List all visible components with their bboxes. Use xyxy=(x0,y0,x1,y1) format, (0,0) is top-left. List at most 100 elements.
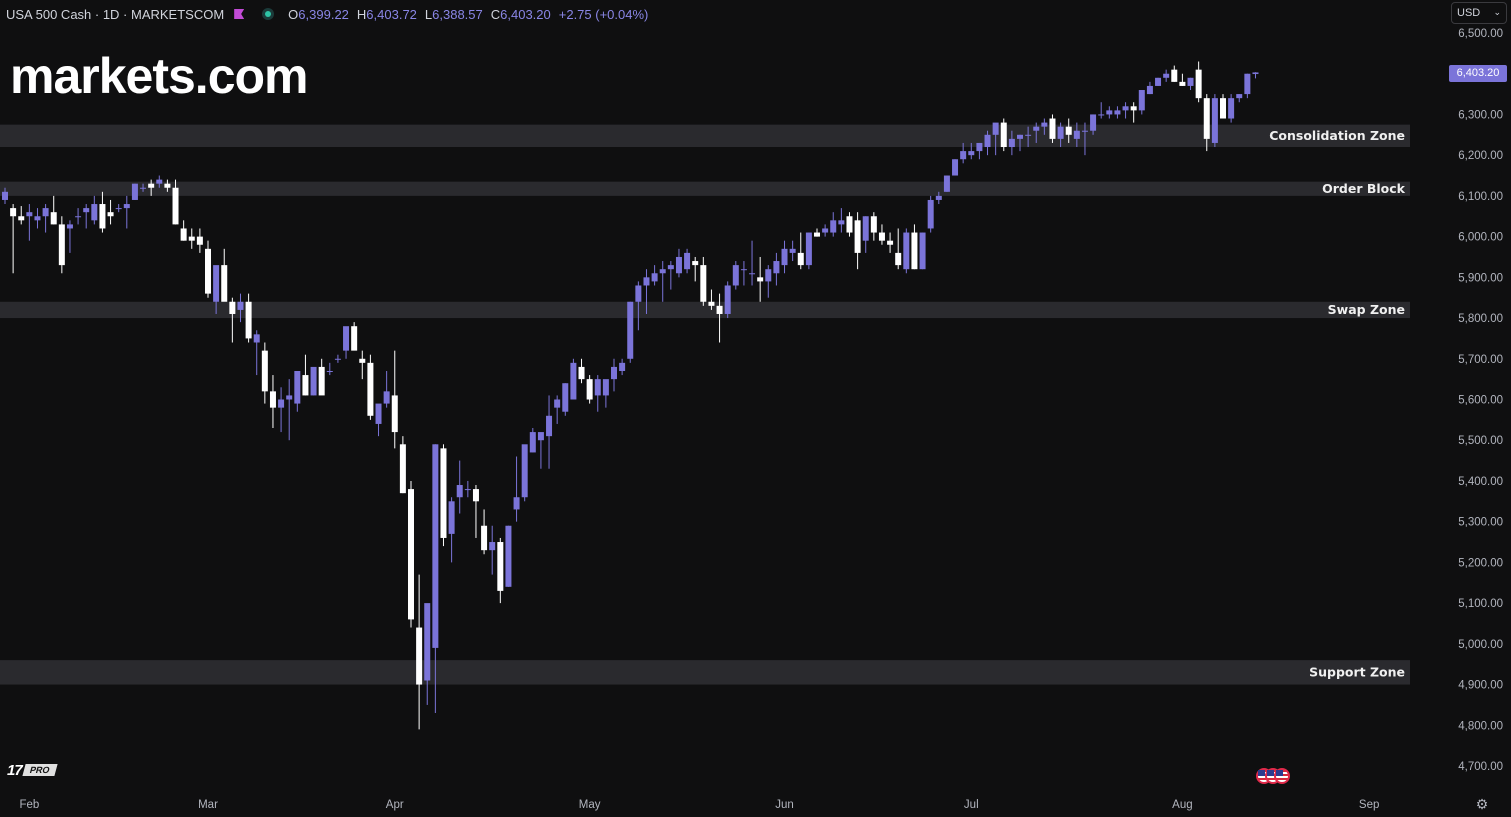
candle-body xyxy=(529,432,536,453)
candle-body xyxy=(789,248,796,253)
candle-body xyxy=(115,208,122,210)
candle-body xyxy=(814,232,820,237)
candle-body xyxy=(1171,69,1178,82)
candle-body xyxy=(472,489,479,502)
price-tick-label: 6,500.00 xyxy=(1458,28,1503,40)
economic-events[interactable] xyxy=(1256,768,1290,784)
candle-body xyxy=(667,265,674,270)
candle-body xyxy=(854,220,861,253)
candle-body xyxy=(846,216,853,233)
candle-body xyxy=(351,326,358,351)
candle-body xyxy=(1228,98,1235,119)
candle-body xyxy=(903,232,910,270)
candle-body xyxy=(1138,90,1145,111)
candle-body xyxy=(42,208,49,217)
time-tick-label: Aug xyxy=(1172,799,1192,811)
candle-body xyxy=(302,375,309,396)
candle-body xyxy=(34,216,41,221)
candle-body xyxy=(578,366,585,380)
time-axis[interactable]: Feb Mar Apr May Jun Jul Aug Sep xyxy=(19,799,1379,811)
candle-body xyxy=(1252,72,1259,75)
candle-body xyxy=(1195,69,1202,99)
currency-selector[interactable]: USD ⌄ xyxy=(1451,2,1507,24)
flag-icon[interactable] xyxy=(234,9,245,19)
price-tick-label: 4,700.00 xyxy=(1458,761,1503,773)
candle-body xyxy=(156,179,163,184)
candle-body xyxy=(205,248,211,294)
candle-body xyxy=(513,497,520,510)
candle-body xyxy=(343,326,350,351)
tradingview-logo[interactable]: 17 PRO xyxy=(7,761,57,779)
candle-body xyxy=(408,489,414,620)
candle-body xyxy=(781,248,788,266)
price-axis[interactable]: 4,700.00 4,800.00 4,900.00 5,000.00 5,100.00… xyxy=(1458,28,1503,773)
zone-band xyxy=(0,181,1410,196)
candle-body xyxy=(797,252,804,266)
candle-body xyxy=(359,358,366,363)
candle-body xyxy=(131,183,138,200)
tradingview-mark-icon: 17 xyxy=(7,761,23,779)
price-tick-label: 6,100.00 xyxy=(1458,191,1503,203)
candle-body xyxy=(732,265,739,286)
candle-body xyxy=(83,208,90,213)
time-tick-label: Jul xyxy=(964,799,979,811)
zones-layer: Consolidation Zone Order Block Swap Zone Su… xyxy=(0,124,1410,685)
candle-body xyxy=(992,122,999,135)
candle-body xyxy=(489,542,496,551)
candle-body xyxy=(611,366,617,380)
zone-label: Swap Zone xyxy=(1328,302,1405,317)
candle-body xyxy=(278,399,285,408)
candle-body xyxy=(1244,73,1251,95)
candle-body xyxy=(367,362,374,416)
candle-body xyxy=(448,501,455,534)
candle-body xyxy=(927,199,934,229)
candle-body xyxy=(952,159,959,176)
candle-body xyxy=(773,261,780,274)
candle-body xyxy=(245,301,252,339)
price-tick-label: 5,000.00 xyxy=(1458,639,1503,651)
us-flag-icon[interactable] xyxy=(1274,768,1290,784)
candle-body xyxy=(237,301,244,310)
time-tick-label: Apr xyxy=(386,799,404,811)
price-tick-label: 5,100.00 xyxy=(1458,598,1503,610)
candle-body xyxy=(960,151,967,160)
candle-body xyxy=(107,212,114,217)
candle-body xyxy=(651,273,658,282)
candle-body xyxy=(675,256,682,274)
candle-body xyxy=(123,204,130,209)
candle-body xyxy=(213,265,220,302)
price-tick-label: 5,300.00 xyxy=(1458,517,1503,529)
candle-body xyxy=(164,183,171,188)
market-status-icon xyxy=(262,8,275,20)
candle-body xyxy=(481,525,488,551)
time-tick-label: May xyxy=(579,799,601,811)
candle-body xyxy=(253,334,260,343)
gear-icon[interactable]: ⚙ xyxy=(1475,796,1489,812)
candle-body xyxy=(830,220,837,233)
candle-body xyxy=(456,485,463,498)
candle-body xyxy=(2,191,8,200)
candle-body xyxy=(627,301,634,359)
price-tick-label: 5,900.00 xyxy=(1458,272,1503,284)
symbol-title[interactable]: USA 500 Cash · 1D · MARKETSCOM xyxy=(6,6,225,22)
time-tick-label: Mar xyxy=(198,799,218,811)
candle-body xyxy=(594,379,601,396)
candles-layer xyxy=(2,61,1259,730)
candle-body xyxy=(870,216,877,233)
candle-body xyxy=(1179,81,1186,86)
candle-body xyxy=(261,350,268,392)
candle-body xyxy=(58,224,65,266)
open-value: O6,399.22 xyxy=(288,6,349,22)
pro-badge: PRO xyxy=(22,764,57,776)
chevron-down-icon: ⌄ xyxy=(1493,7,1501,17)
candle-body xyxy=(554,399,561,408)
candle-body xyxy=(50,212,57,225)
last-price-tag: 6,403.20 xyxy=(1449,65,1507,82)
candle-body xyxy=(269,391,276,408)
candle-body xyxy=(140,187,147,189)
candle-body xyxy=(18,216,25,221)
candle-body xyxy=(708,301,715,306)
candle-body xyxy=(984,134,991,148)
zone-band xyxy=(0,124,1410,148)
